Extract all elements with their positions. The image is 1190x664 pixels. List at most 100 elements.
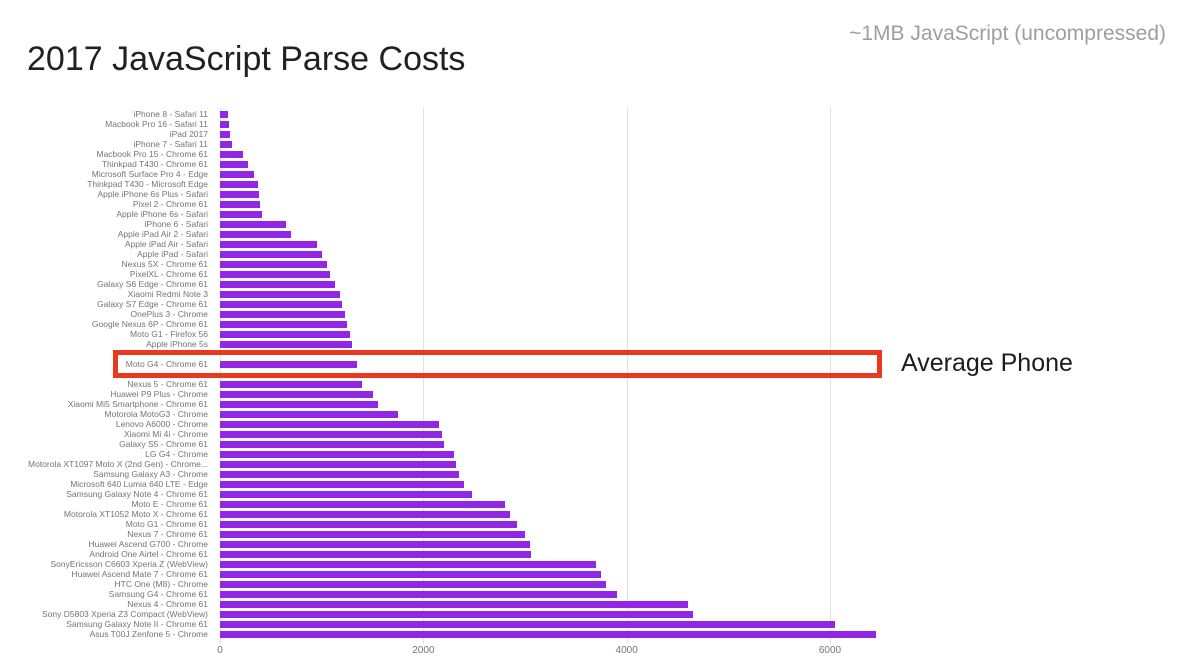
device-label: Xiaomi Redmi Note 3 [127,289,208,299]
bar-row: HTC One (M8) - Chrome [0,579,1190,589]
device-label: iPhone 7 - Safari 11 [133,139,209,149]
bar-row: Galaxy S6 Edge - Chrome 61 [0,279,1190,289]
bar-rows: iPhone 8 - Safari 11 Macbook Pro 16 - Saf… [0,109,1190,639]
device-label: Moto E - Chrome 61 [131,499,208,509]
device-label: Huawei P9 Plus - Chrome [110,389,208,399]
bar [220,450,454,458]
device-label: LG G4 - Chrome [145,449,208,459]
bar-row: Moto G1 - Chrome 61 [0,519,1190,529]
bar-row: Samsung Galaxy A3 - Chrome [0,469,1190,479]
bar-row: Pixel 2 - Chrome 61 [0,199,1190,209]
bar [220,590,617,598]
bar [220,140,233,148]
bar [220,490,473,498]
bar [220,210,262,218]
bar-row: Asus T00J Zenfone 5 - Chrome [0,629,1190,639]
bar [220,600,688,608]
device-label: Apple iPhone 6s - Safari [116,209,208,219]
bar [220,440,444,448]
bar-row: Nexus 5X - Chrome 61 [0,259,1190,269]
bar-row: Motorola XT1097 Moto X (2nd Gen) - Chrom… [0,459,1190,469]
bar [220,460,456,468]
bar [220,400,378,408]
bar [220,620,836,628]
device-label: Apple iPad Air 2 - Safari [117,229,208,239]
device-label: Samsung Galaxy A3 - Chrome [93,469,208,479]
bar [220,630,876,638]
device-label: Xiaomi Mi 4i - Chrome [123,429,208,439]
device-label: Moto G1 - Firefox 56 [130,329,208,339]
bar-row: iPhone 7 - Safari 11 [0,139,1190,149]
bar-row: Lenovo A6000 - Chrome [0,419,1190,429]
device-label: Asus T00J Zenfone 5 - Chrome [89,629,208,639]
bar [220,320,348,328]
bar-row: Xiaomi Redmi Note 3 [0,289,1190,299]
device-label: Galaxy S5 - Chrome 61 [119,439,208,449]
device-label: Samsung Galaxy Note 4 - Chrome 61 [66,489,208,499]
bar [220,330,351,338]
bar-row: Motorola XT1052 Moto X - Chrome 61 [0,509,1190,519]
bar-row: iPad 2017 [0,129,1190,139]
bar [220,540,531,548]
bar [220,170,254,178]
bar-row: Huawei Ascend Mate 7 - Chrome 61 [0,569,1190,579]
bar-row: Samsung G4 - Chrome 61 [0,589,1190,599]
bar-row: Moto G4 - Chrome 61 [0,359,1190,369]
bar-row: Nexus 5 - Chrome 61 [0,379,1190,389]
device-label: Motorola XT1052 Moto X - Chrome 61 [63,509,208,519]
bar [220,150,244,158]
device-label: Microsoft 640 Lumia 640 LTE - Edge [70,479,208,489]
bar-row: Apple iPad - Safari [0,249,1190,259]
average-phone-label: Average Phone [901,349,1073,377]
device-label: Nexus 4 - Chrome 61 [127,599,208,609]
bar-row: Apple iPhone 6s Plus - Safari [0,189,1190,199]
bar [220,580,607,588]
bar-row: Samsung Galaxy Note 4 - Chrome 61 [0,489,1190,499]
device-label: Android One Airtel - Chrome 61 [89,549,208,559]
device-label: Galaxy S7 Edge - Chrome 61 [96,299,208,309]
bar [220,340,353,348]
x-tick-label: 2000 [412,645,435,656]
bar-row: Apple iPad Air - Safari [0,239,1190,249]
bar [220,390,373,398]
device-label: iPad 2017 [169,129,208,139]
bar-row: Huawei P9 Plus - Chrome [0,389,1190,399]
device-label: Macbook Pro 15 - Chrome 61 [96,149,209,159]
device-label: Apple iPad Air - Safari [124,239,208,249]
device-label: Moto G4 - Chrome 61 [125,359,208,369]
bar-row: Galaxy S5 - Chrome 61 [0,439,1190,449]
bar [220,410,398,418]
bar [220,110,229,118]
bar-row: Macbook Pro 16 - Safari 11 [0,119,1190,129]
x-tick-label: 0 [217,645,223,656]
bar [220,180,258,188]
bar-row: Nexus 4 - Chrome 61 [0,599,1190,609]
bar [220,310,346,318]
bar [220,500,505,508]
bar-row: Moto E - Chrome 61 [0,499,1190,509]
bar [220,230,292,238]
bar-row: LG G4 - Chrome [0,449,1190,459]
average-phone-highlight-box [113,350,882,378]
device-label: Nexus 7 - Chrome 61 [127,529,208,539]
bar [220,420,439,428]
device-label: Moto G1 - Chrome 61 [125,519,208,529]
bar-row: Thinkpad T430 - Chrome 61 [0,159,1190,169]
bar-row: Microsoft Surface Pro 4 - Edge [0,169,1190,179]
bar-row: Macbook Pro 15 - Chrome 61 [0,149,1190,159]
bar [220,130,231,138]
device-label: Macbook Pro 16 - Safari 11 [105,119,208,129]
device-label: Galaxy S6 Edge - Chrome 61 [96,279,208,289]
bar [220,510,510,518]
device-label: Google Nexus 6P - Chrome 61 [91,319,208,329]
bar [220,570,602,578]
bar [220,560,597,568]
device-label: iPhone 8 - Safari 11 [133,109,209,119]
device-label: PixelXL - Chrome 61 [129,269,208,279]
bar-row: iPhone 6 - Safari [0,219,1190,229]
device-label: Huawei Ascend G700 - Chrome [88,539,208,549]
device-label: SonyEricsson C6603 Xperia Z (WebView) [50,559,208,569]
bar [220,190,259,198]
